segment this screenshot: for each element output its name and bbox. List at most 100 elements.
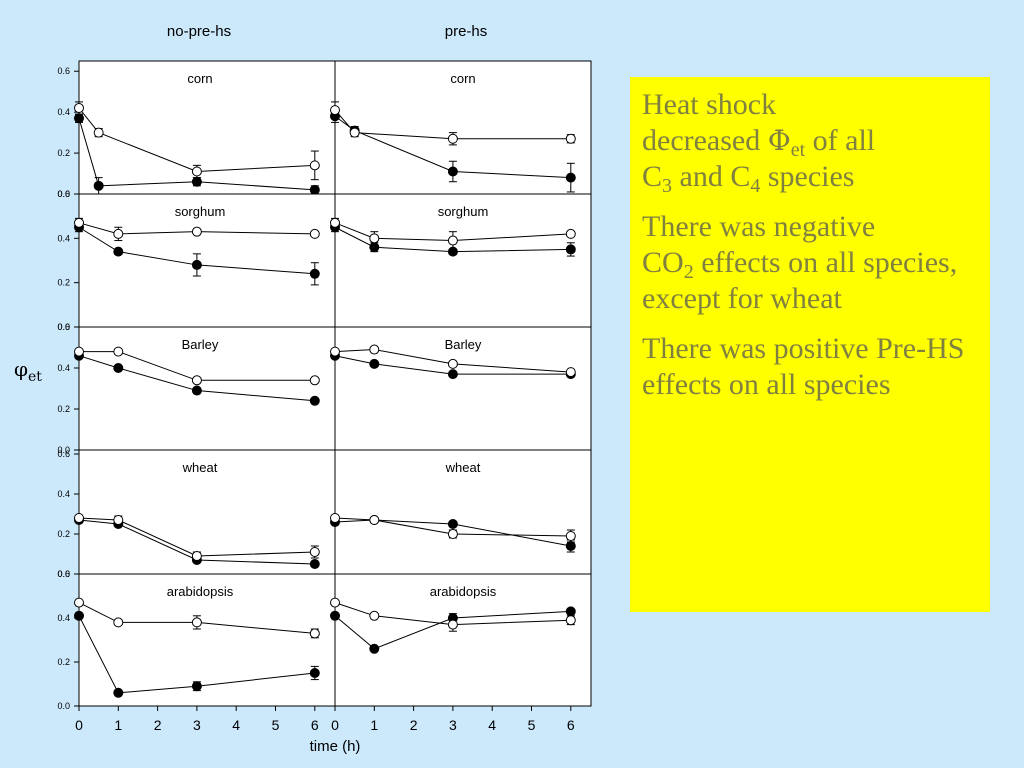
data-point-open <box>369 233 380 244</box>
summary-text-box: Heat shock decreased Φet of all C3 and C4 … <box>630 77 990 612</box>
data-point-open <box>74 217 84 228</box>
data-point-open <box>74 346 84 357</box>
data-point-filled <box>447 166 458 177</box>
data-point-filled <box>565 606 576 617</box>
data-point-filled <box>565 244 576 255</box>
data-point-open <box>113 228 124 239</box>
data-point-open <box>113 346 124 357</box>
data-point-filled <box>309 268 320 279</box>
panel-species-label: Barley <box>182 337 219 352</box>
series-line-filled <box>334 226 571 253</box>
series-line-filled <box>334 115 571 179</box>
y-tick-label: 0.0 <box>57 322 70 332</box>
data-point-open <box>309 547 320 557</box>
y-tick-label: 0.0 <box>57 701 70 711</box>
y-tick-label: 0.2 <box>57 148 70 158</box>
x-tick-label: 3 <box>449 717 457 733</box>
data-point-filled <box>113 687 124 698</box>
panel-species-label: sorghum <box>175 204 226 219</box>
series-line-filled <box>78 355 315 402</box>
data-point-open <box>447 529 458 539</box>
data-point-open <box>330 346 340 357</box>
series-line-filled <box>334 355 571 375</box>
y-axis-label: φet <box>14 357 42 385</box>
data-point-filled <box>191 259 202 270</box>
panel-frame <box>78 449 336 575</box>
data-point-open <box>74 103 84 114</box>
y-tick-label: 0.4 <box>57 489 70 499</box>
x-tick-label: 6 <box>311 717 319 733</box>
data-point-open <box>330 513 340 523</box>
data-point-filled <box>74 113 84 124</box>
data-point-open <box>191 166 202 177</box>
y-axis-label-main: φ <box>14 357 28 381</box>
series-line-open <box>78 222 315 235</box>
data-point-open <box>565 615 576 626</box>
data-point-open <box>330 105 340 116</box>
series-line-open <box>334 517 571 537</box>
panel-frame <box>78 573 336 707</box>
x-axis-label: time (h) <box>310 738 361 755</box>
data-point-open <box>309 160 320 171</box>
panel-species-label: corn <box>450 71 475 86</box>
data-point-open <box>565 133 576 144</box>
y-tick-label: 0.2 <box>57 529 70 539</box>
series-line-filled <box>78 118 315 191</box>
data-point-filled <box>93 180 104 191</box>
series-line-filled <box>334 610 571 650</box>
series-line-open <box>334 602 571 626</box>
panel-species-label: sorghum <box>438 204 489 219</box>
column-title-pre-hs: pre-hs <box>445 23 488 40</box>
data-point-open <box>447 133 458 144</box>
panel-frame <box>78 60 336 195</box>
series-line-filled <box>78 226 315 275</box>
series-line-filled <box>78 519 315 565</box>
data-point-filled <box>330 610 340 621</box>
data-point-open <box>369 344 380 355</box>
y-tick-label: 0.0 <box>57 189 70 199</box>
summary-paragraph-2: There was negative CO2 effects on all spe… <box>642 209 980 317</box>
data-point-open <box>93 127 104 138</box>
data-point-filled <box>447 369 458 380</box>
x-tick-label: 1 <box>114 717 122 733</box>
y-tick-label: 0.4 <box>57 107 70 117</box>
y-tick-label: 0.6 <box>57 322 70 332</box>
y-tick-label: 0.4 <box>57 233 70 243</box>
data-point-filled <box>447 519 458 529</box>
y-tick-label: 0.2 <box>57 278 70 288</box>
data-point-open <box>369 515 380 525</box>
panel-species-label: wheat <box>182 460 218 475</box>
data-point-filled <box>113 246 124 257</box>
panels-group: 0.0 0.2 0.4 0.6 corn corn 0.0 0.2 0.4 0.6 sorghum s… <box>57 60 592 733</box>
data-point-filled <box>113 363 124 373</box>
data-point-open <box>309 228 320 239</box>
data-point-filled <box>74 610 84 621</box>
data-point-open <box>565 531 576 541</box>
y-tick-label: 0.6 <box>57 449 70 459</box>
panel-frame <box>78 326 336 451</box>
data-point-open <box>330 597 340 608</box>
data-point-open <box>447 358 458 369</box>
data-point-filled <box>369 643 380 654</box>
series-line-open <box>78 517 315 557</box>
panel-frame <box>334 193 592 328</box>
column-title-no-pre-hs: no-pre-hs <box>167 23 231 40</box>
y-tick-label: 0.0 <box>57 569 70 579</box>
data-point-open <box>309 375 320 386</box>
p1-text-3: of all <box>805 124 876 157</box>
phi-symbol: Φ <box>767 124 791 157</box>
p2-text-3: effects on all species, except for wheat <box>642 246 958 315</box>
x-tick-label: 5 <box>272 717 280 733</box>
panel-species-label: Barley <box>445 337 482 352</box>
data-point-filled <box>191 385 202 396</box>
data-point-open <box>191 551 202 561</box>
panel-species-label: wheat <box>445 460 481 475</box>
p2-text-1: There was negative <box>642 210 876 243</box>
series-line-filled <box>78 615 315 694</box>
data-point-filled <box>309 668 320 678</box>
x-tick-label: 1 <box>370 717 378 733</box>
data-point-open <box>191 375 202 386</box>
data-point-open <box>74 597 84 608</box>
panel-frame <box>334 449 592 575</box>
series-line-open <box>334 222 571 242</box>
